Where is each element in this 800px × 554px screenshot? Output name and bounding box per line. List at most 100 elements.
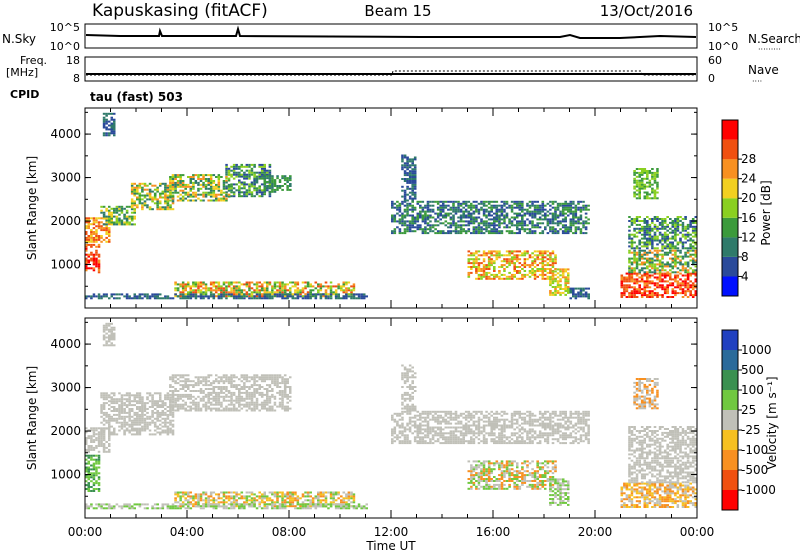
power-cell [255, 175, 259, 178]
power-cell [694, 294, 698, 297]
power-cell [115, 215, 119, 218]
power-cell [105, 295, 108, 298]
power-cell [268, 183, 272, 186]
power-cell [521, 252, 524, 255]
velocity-cell [204, 388, 208, 390]
velocity-cell [171, 423, 175, 426]
power-cell [128, 217, 131, 220]
velocity-cell [90, 437, 93, 440]
power-cell [87, 227, 90, 230]
power-cell [230, 293, 233, 296]
power-cell [444, 224, 448, 227]
power-cell [505, 275, 509, 278]
velocity-cell [245, 390, 249, 392]
power-cell [684, 235, 687, 238]
power-cell [204, 285, 208, 288]
velocity-cell [245, 378, 249, 381]
power-cell [646, 267, 649, 270]
power-cell [108, 229, 111, 232]
power-cell [110, 295, 113, 298]
power-cell [304, 285, 307, 288]
power-cell [633, 251, 636, 254]
power-cell [248, 175, 251, 178]
power-cell [243, 173, 246, 176]
power-cell [523, 270, 527, 272]
power-cell [411, 197, 414, 200]
power-cell [498, 210, 501, 213]
velocity-cell [212, 388, 216, 390]
power-cell [105, 219, 108, 222]
power-cell [505, 200, 509, 203]
power-cell [587, 287, 590, 290]
power-cell [689, 223, 692, 226]
power-cell [403, 232, 407, 235]
velocity-cell [108, 435, 111, 438]
power-cell [485, 224, 488, 227]
power-cell [643, 251, 646, 254]
velocity-cell [87, 478, 90, 481]
power-cell [513, 268, 516, 270]
velocity-cell [260, 407, 264, 410]
power-cell [209, 181, 213, 184]
power-cell [118, 293, 121, 296]
velocity-cell [243, 405, 246, 408]
power-cell [686, 223, 690, 226]
power-cell [577, 220, 580, 223]
power-cell [238, 195, 241, 198]
velocity-cell [220, 401, 223, 404]
velocity-cell [197, 403, 200, 406]
power-cell [572, 220, 575, 223]
velocity-cell [148, 417, 152, 420]
power-cell [643, 241, 646, 244]
velocity-cell [136, 419, 139, 422]
power-cell [663, 292, 667, 295]
velocity-cell [253, 407, 256, 410]
power-cell [429, 226, 432, 229]
power-cell [424, 230, 427, 233]
power-cell [271, 190, 274, 193]
power-cell [396, 204, 399, 207]
power-cell [482, 275, 486, 278]
power-cell [671, 259, 674, 262]
velocity-cell [215, 393, 218, 396]
power-cell [225, 297, 228, 300]
power-cell [416, 200, 420, 203]
power-cell [263, 281, 266, 284]
velocity-cell [240, 380, 244, 383]
power-cell [482, 222, 486, 225]
power-cell [125, 219, 129, 222]
velocity-cell [95, 488, 98, 490]
power-cell [240, 169, 243, 172]
velocity-cell [169, 390, 172, 392]
power-cell [658, 263, 662, 266]
power-cell [171, 191, 175, 194]
power-cell [569, 202, 573, 205]
velocity-cell [199, 380, 203, 383]
velocity-cell [143, 417, 147, 420]
velocity-cell [113, 402, 116, 405]
power-cell [648, 179, 652, 182]
power-cell [666, 247, 669, 250]
power-cell [462, 228, 465, 231]
power-cell [467, 210, 471, 213]
velocity-cell [159, 415, 162, 418]
power-cell [230, 191, 233, 194]
power-cell [541, 271, 545, 274]
velocity-cell [125, 392, 129, 395]
power-cell [656, 257, 659, 260]
power-cell [651, 189, 654, 192]
power-cell [245, 175, 249, 178]
velocity-cell [156, 427, 159, 430]
power-cell [148, 196, 152, 199]
power-cell [281, 295, 284, 298]
power-cell [232, 183, 236, 186]
power-cell [245, 283, 249, 286]
power-cell [416, 228, 420, 231]
velocity-cell [197, 405, 200, 408]
power-cell [403, 162, 407, 165]
power-cell [633, 294, 636, 297]
power-cell [648, 265, 652, 268]
power-cell [533, 230, 537, 233]
power-cell [661, 280, 664, 283]
power-cell [95, 235, 98, 237]
